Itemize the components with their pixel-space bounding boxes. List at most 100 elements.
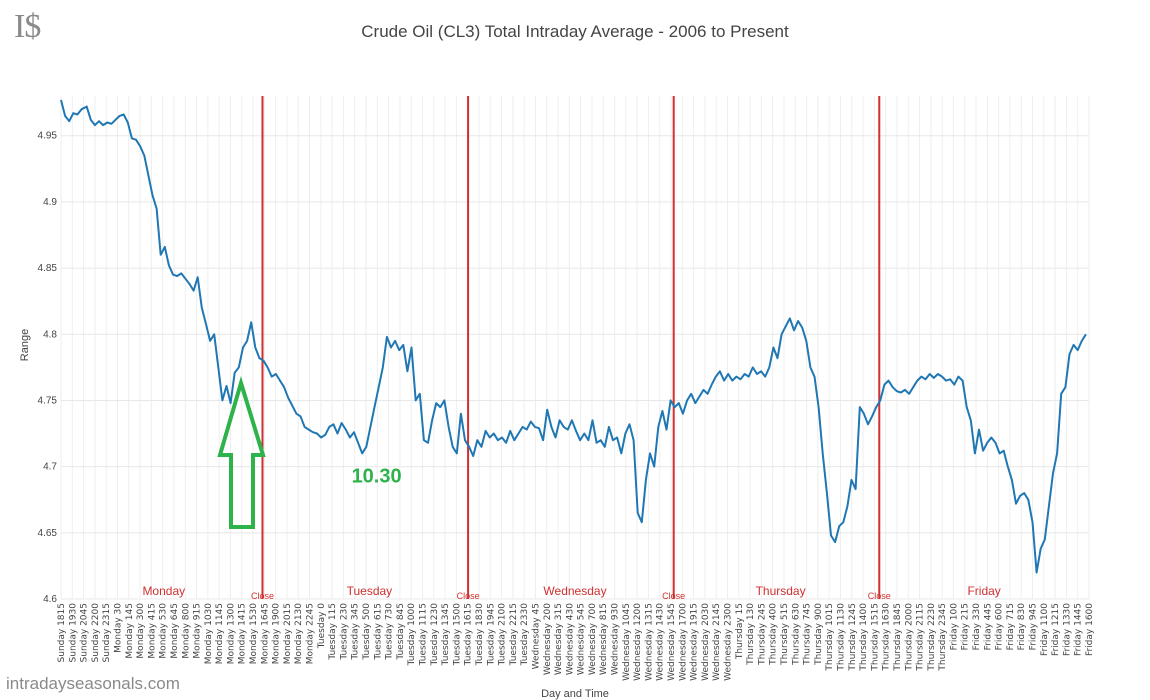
x-tick-label: Monday 1300 [226,603,236,665]
x-tick-label: Tuesday 1615 [464,603,474,666]
x-tick-label: Wednesday 315 [554,603,564,675]
x-tick-label: Thursday 1630 [882,603,892,672]
x-tick-label: Sunday 1930 [68,603,78,663]
x-tick-label: Friday 100 [949,603,959,651]
x-tick-label: Wednesday 1700 [678,603,688,681]
x-tick-label: Friday 945 [1029,603,1039,650]
x-tick-label: Monday 1645 [260,603,270,664]
x-tick-label: Wednesday 2300 [724,603,734,681]
close-label: Close [251,591,274,601]
x-tick-label: Thursday 900 [814,603,824,666]
x-tick-label: Friday 1215 [1051,603,1061,656]
x-tick-label: Sunday 1815 [57,603,67,662]
site-logo: I$ [14,8,41,45]
series-line [60,99,1087,574]
site-url: intradayseasonals.com [6,674,180,693]
x-tick-label: Thursday 245 [757,603,767,666]
y-tick-label: 4.75 [38,395,58,406]
x-tick-label: Tuesday 1000 [407,603,417,667]
x-tick-label: Tuesday 230 [339,603,349,661]
x-tick-label: Wednesday 930 [611,603,621,675]
x-tick-label: Thursday 400 [769,603,779,666]
x-tick-label: Tuesday 1230 [430,603,440,667]
x-tick-label: Tuesday 615 [373,603,383,661]
x-tick-label: Friday 715 [1006,603,1016,650]
x-tick-label: Friday 830 [1017,603,1027,651]
x-tick-label: Sunday 2315 [102,603,112,662]
x-tick-label: Wednesday 2030 [701,603,711,681]
x-tick-label: Thursday 515 [780,603,790,666]
x-tick-label: Tuesday 345 [351,603,361,661]
y-tick-label: 4.6 [43,594,57,605]
x-tick-label: Thursday 1400 [859,603,869,672]
x-axis-title: Day and Time [541,688,609,700]
y-tick-label: 4.7 [43,462,57,473]
y-tick-label: 4.85 [38,263,58,274]
up-arrow-annotation [217,376,266,529]
x-tick-label: Wednesday 1545 [667,603,677,681]
x-tick-label: Friday 215 [961,603,971,650]
x-tick-label: Friday 1600 [1085,603,1095,656]
day-label: Wednesday [543,584,606,598]
x-tick-label: Thursday 2345 [938,603,948,672]
x-tick-label: Thursday 1845 [893,603,903,672]
x-tick-label: Thursday 1245 [848,603,858,672]
x-tick-label: Tuesday 2215 [509,603,519,666]
x-tick-label: Wednesday 200 [543,603,553,675]
grid-lines [60,96,1090,600]
x-tick-label: Thursday 1130 [836,603,846,672]
x-tick-label: Wednesday 545 [577,603,587,675]
x-tick-label: Monday 800 [181,603,191,659]
x-tick-label: Tuesday 1115 [418,603,428,666]
x-tick-label: Wednesday 815 [599,603,609,675]
x-tick-label: Tuesday 1830 [475,603,485,667]
x-tick-label: Tuesday 2100 [498,603,508,667]
annotations: 10.30 [352,466,402,488]
x-tick-label: Monday 2015 [283,603,293,664]
x-tick-label: Thursday 1015 [825,603,835,672]
x-tick-label: Monday 645 [170,603,180,659]
day-label: Monday [142,584,185,598]
x-tick-label: Tuesday 2330 [520,603,530,667]
x-tick-label: Monday 30 [113,603,123,653]
x-tick-label: Friday 445 [983,603,993,650]
x-tick-label: Friday 330 [972,603,982,651]
x-tick-label: Wednesday 1915 [690,603,700,681]
close-label: Close [457,591,480,601]
x-tick-label: Monday 145 [125,603,135,659]
x-tick-label: Monday 1030 [204,603,214,665]
x-tick-label: Thursday 1515 [870,603,880,672]
x-tick-label: Thursday 630 [791,603,801,666]
y-tick-label: 4.65 [38,528,58,539]
x-tick-label: Tuesday 500 [362,603,372,661]
close-markers: Close Close Close Close [251,96,891,601]
x-tick-label: Wednesday 1200 [633,603,643,681]
y-axis-title: Range [19,329,31,361]
x-tick-label: Tuesday 1345 [441,603,451,666]
x-tick-label: Wednesday 700 [588,603,598,675]
x-tick-label: Wednesday 1430 [656,603,666,681]
x-tick-label: Thursday 15 [735,603,745,660]
x-tick-label: Thursday 745 [803,603,813,666]
x-tick-label: Sunday 2200 [91,603,101,663]
x-tick-label: Monday 1530 [249,603,259,665]
x-tick-label: Tuesday 1500 [452,603,462,667]
day-label: Friday [967,584,1000,598]
x-tick-label: Wednesday 430 [565,603,575,675]
y-tick-label: 4.9 [43,197,57,208]
x-axis-ticks: Sunday 1815 Sunday 1930 Sunday 2045 Sunday … [57,603,1095,681]
x-tick-label: Friday 1330 [1062,603,1072,656]
annotation-label: 10.30 [352,466,402,488]
day-label: Tuesday [347,584,393,598]
x-tick-label: Tuesday 1945 [486,603,496,666]
close-label: Close [868,591,891,601]
x-tick-label: Wednesday 1045 [622,603,632,681]
x-tick-label: Friday 1445 [1074,603,1084,656]
x-tick-label: Wednesday 45 [531,603,541,669]
x-tick-label: Monday 415 [147,603,157,659]
x-tick-label: Wednesday 1315 [644,603,654,681]
x-tick-label: Monday 1900 [272,603,282,665]
x-tick-label: Monday 2130 [294,603,304,665]
x-tick-label: Tuesday 730 [385,603,395,661]
